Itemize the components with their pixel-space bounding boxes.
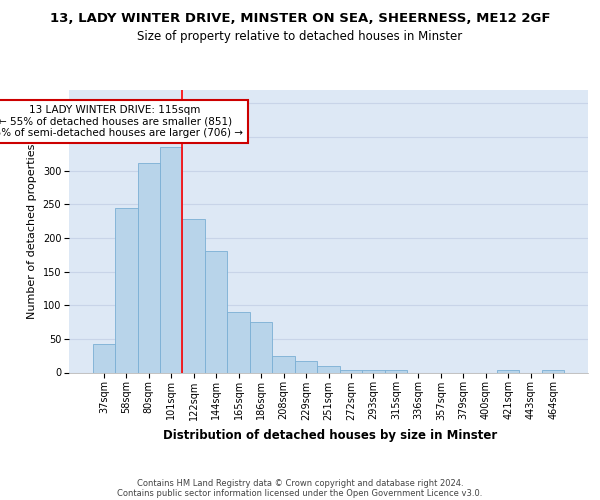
- Bar: [227, 312, 250, 372]
- Bar: [137, 162, 160, 372]
- Bar: [362, 370, 385, 372]
- Bar: [317, 366, 340, 372]
- Bar: [497, 370, 520, 372]
- Bar: [385, 370, 407, 372]
- Bar: [182, 219, 205, 372]
- Bar: [205, 252, 227, 372]
- Text: Distribution of detached houses by size in Minster: Distribution of detached houses by size …: [163, 428, 497, 442]
- Bar: [340, 370, 362, 372]
- Text: Size of property relative to detached houses in Minster: Size of property relative to detached ho…: [137, 30, 463, 43]
- Text: Contains HM Land Registry data © Crown copyright and database right 2024.: Contains HM Land Registry data © Crown c…: [137, 478, 463, 488]
- Bar: [92, 344, 115, 372]
- Bar: [542, 370, 565, 372]
- Text: Contains public sector information licensed under the Open Government Licence v3: Contains public sector information licen…: [118, 488, 482, 498]
- Text: 13 LADY WINTER DRIVE: 115sqm
← 55% of detached houses are smaller (851)
45% of s: 13 LADY WINTER DRIVE: 115sqm ← 55% of de…: [0, 105, 242, 138]
- Bar: [160, 147, 182, 372]
- Bar: [272, 356, 295, 372]
- Y-axis label: Number of detached properties: Number of detached properties: [27, 144, 37, 319]
- Bar: [295, 361, 317, 372]
- Text: 13, LADY WINTER DRIVE, MINSTER ON SEA, SHEERNESS, ME12 2GF: 13, LADY WINTER DRIVE, MINSTER ON SEA, S…: [50, 12, 550, 26]
- Bar: [115, 208, 137, 372]
- Bar: [250, 322, 272, 372]
